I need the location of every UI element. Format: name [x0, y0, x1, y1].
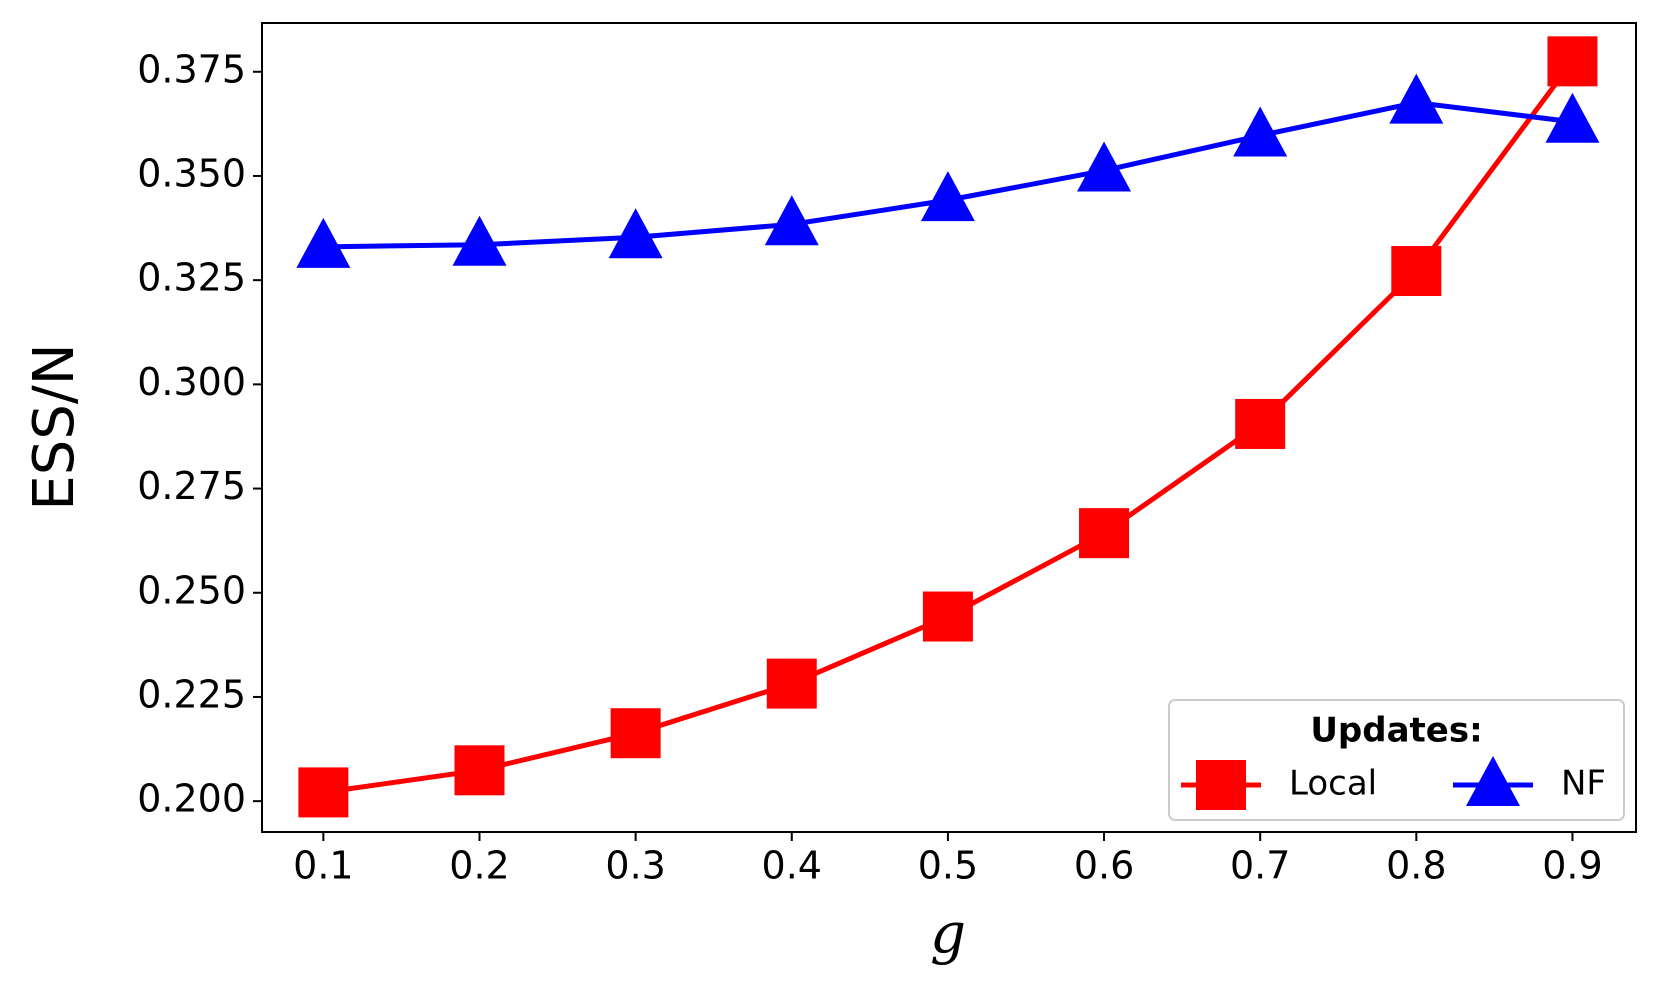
x-tick-label: 0.6 [1074, 844, 1134, 888]
y-tick-label: 0.375 [137, 47, 246, 91]
legend-marker [1196, 760, 1246, 810]
marker [454, 745, 505, 796]
y-tick-label: 0.225 [137, 672, 246, 716]
marker [764, 195, 819, 246]
y-axis-label: ESS/N [22, 343, 87, 510]
marker [296, 217, 351, 268]
legend-title: Updates: [1310, 711, 1482, 751]
marker [1079, 508, 1130, 559]
marker [920, 171, 975, 222]
marker [610, 708, 661, 759]
marker [452, 215, 507, 266]
x-axis-label: g [930, 902, 966, 967]
marker [298, 767, 349, 818]
marker [1391, 245, 1442, 296]
marker [922, 591, 973, 642]
marker [1547, 36, 1598, 87]
plot-frame [261, 22, 1637, 833]
y-tick-label: 0.350 [137, 151, 246, 195]
x-tick-label: 0.8 [1386, 844, 1446, 888]
marker [1545, 92, 1600, 143]
x-tick-label: 0.1 [293, 844, 353, 888]
marker [608, 208, 663, 259]
y-tick-label: 0.325 [137, 256, 246, 300]
legend: Updates: Local NF [1168, 699, 1625, 821]
marker [1389, 73, 1444, 124]
legend-label: Local [1289, 764, 1377, 804]
x-tick-label: 0.2 [449, 844, 509, 888]
marker [1233, 106, 1288, 157]
x-tick-label: 0.5 [918, 844, 978, 888]
series-line [323, 59, 1575, 795]
legend-marker [1466, 756, 1520, 806]
marker [766, 658, 817, 709]
legend-label: NF [1561, 764, 1606, 804]
y-tick-label: 0.200 [137, 777, 246, 821]
x-tick-label: 0.7 [1230, 844, 1290, 888]
marker [1077, 141, 1132, 192]
y-tick-label: 0.300 [137, 360, 246, 404]
marker [1235, 398, 1286, 449]
y-tick-label: 0.275 [137, 464, 246, 508]
y-tick-label: 0.250 [137, 568, 246, 612]
x-tick-label: 0.4 [762, 844, 822, 888]
x-tick-label: 0.9 [1542, 844, 1602, 888]
x-tick-label: 0.3 [605, 844, 665, 888]
